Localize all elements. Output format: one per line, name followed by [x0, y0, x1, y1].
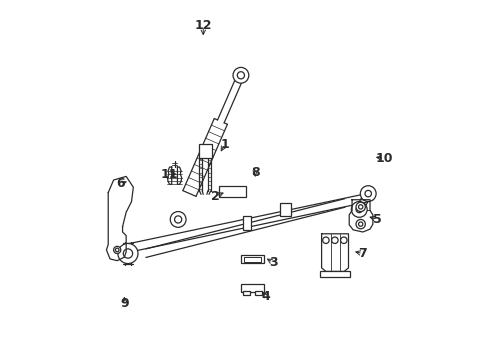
Text: 9: 9: [120, 297, 128, 310]
Bar: [319, 271, 349, 277]
Bar: [255, 291, 262, 296]
Bar: [241, 284, 264, 292]
Text: 7: 7: [358, 247, 366, 260]
Circle shape: [170, 212, 185, 227]
Circle shape: [351, 202, 366, 217]
Bar: [242, 291, 249, 296]
Circle shape: [360, 186, 375, 202]
Text: 6: 6: [116, 177, 125, 190]
Bar: [198, 144, 211, 158]
Circle shape: [340, 237, 346, 243]
Bar: [280, 203, 290, 216]
Text: 2: 2: [211, 190, 220, 203]
Bar: [219, 186, 246, 197]
Circle shape: [355, 202, 365, 212]
Circle shape: [331, 237, 337, 243]
Circle shape: [358, 205, 362, 209]
Text: 10: 10: [375, 152, 392, 165]
Circle shape: [115, 248, 119, 252]
Text: 12: 12: [194, 19, 212, 32]
Circle shape: [355, 220, 365, 229]
Circle shape: [358, 222, 362, 226]
Circle shape: [113, 246, 121, 253]
Polygon shape: [321, 234, 348, 271]
Bar: [241, 255, 264, 263]
Text: 4: 4: [261, 290, 270, 303]
Circle shape: [237, 72, 244, 79]
Circle shape: [233, 67, 248, 83]
Circle shape: [355, 206, 362, 213]
Circle shape: [364, 190, 371, 197]
Bar: [244, 257, 260, 262]
Circle shape: [118, 243, 138, 264]
Text: 11: 11: [160, 168, 178, 181]
Text: 3: 3: [268, 256, 277, 269]
Bar: [243, 216, 251, 230]
Text: 1: 1: [220, 138, 229, 150]
Circle shape: [174, 216, 182, 223]
Text: 5: 5: [372, 213, 381, 226]
Circle shape: [322, 237, 328, 243]
Circle shape: [123, 249, 132, 258]
Text: 8: 8: [250, 166, 259, 179]
